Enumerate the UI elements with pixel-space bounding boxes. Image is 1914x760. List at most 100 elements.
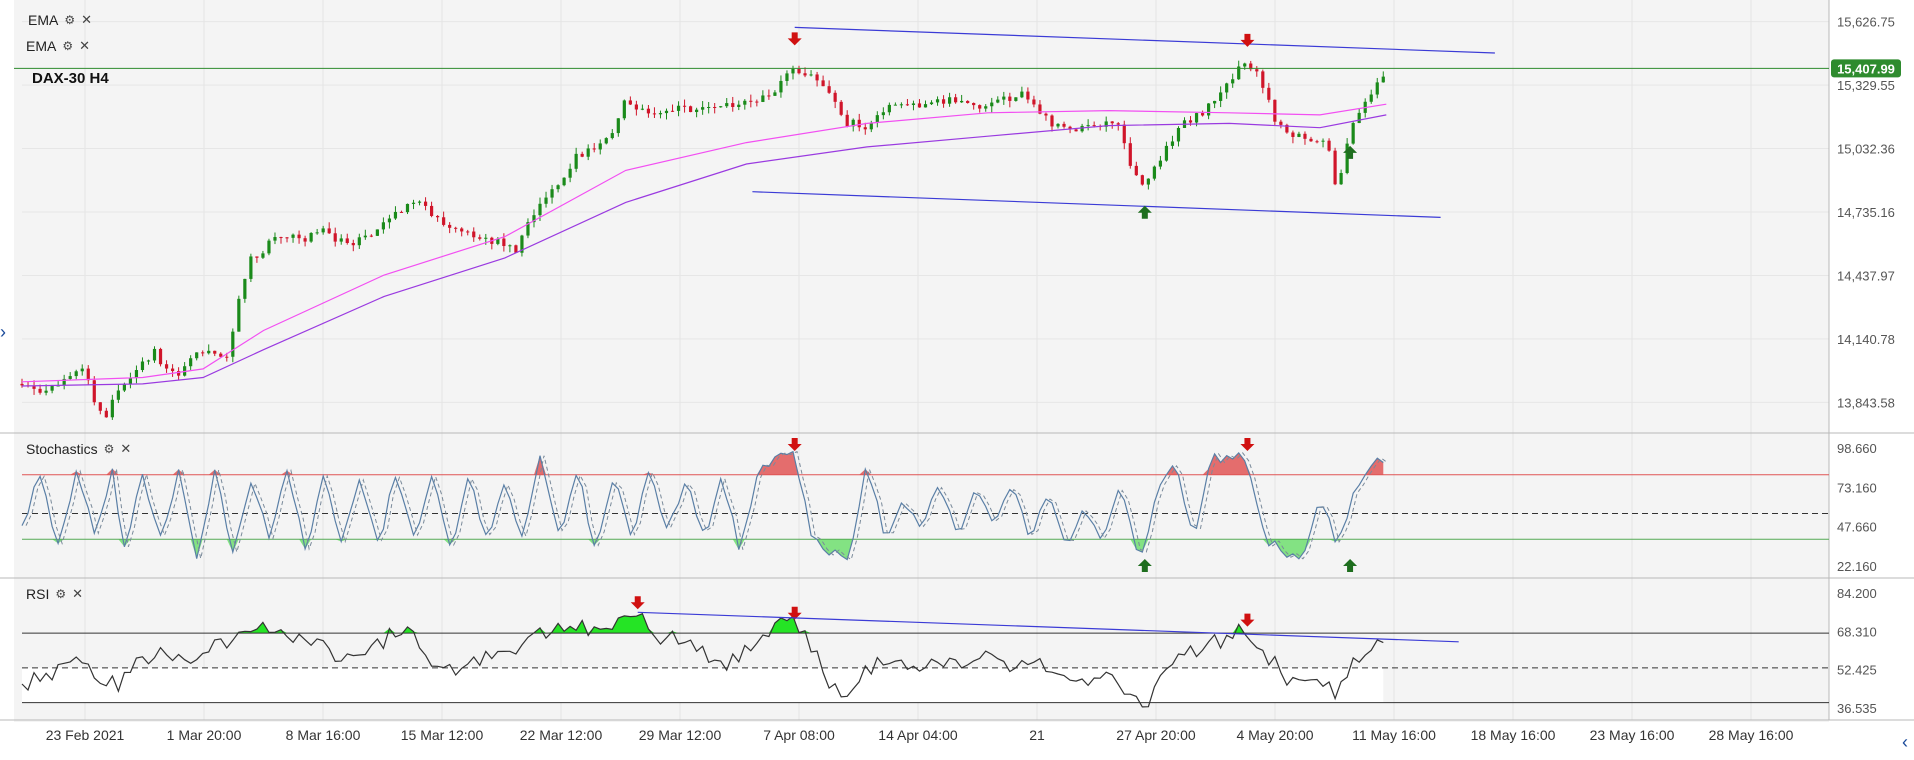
candle-body — [1231, 79, 1235, 84]
candle-body — [875, 115, 879, 124]
candle-body — [1219, 92, 1223, 101]
candle-body — [905, 104, 910, 106]
candle-body — [363, 235, 367, 238]
candle-body — [315, 232, 319, 234]
candle-body — [1008, 96, 1012, 101]
candle-body — [791, 68, 795, 74]
candle-body — [146, 360, 151, 362]
candle-body — [1044, 113, 1048, 116]
candle-body — [201, 352, 205, 354]
candle-body — [761, 95, 765, 102]
candle-body — [1273, 99, 1277, 122]
candle-body — [309, 232, 313, 242]
candle-body — [887, 104, 891, 113]
chevron-left-icon[interactable]: ‹ — [1902, 732, 1908, 752]
stoch-line — [21, 450, 1384, 561]
legend-ema-2: EMA ⚙ ✕ — [26, 38, 90, 54]
candle-body — [658, 113, 663, 115]
x-tick-label: 11 May 16:00 — [1352, 727, 1436, 743]
candle-body — [116, 390, 120, 400]
candle-body — [520, 235, 524, 253]
candle-body — [1164, 145, 1169, 161]
candle-body — [622, 100, 626, 119]
gear-icon[interactable]: ⚙ — [64, 13, 76, 27]
candle-body — [1014, 97, 1018, 101]
candle-body — [1080, 125, 1084, 132]
candle-body — [707, 106, 711, 108]
x-tick-label: 1 Mar 20:00 — [167, 727, 242, 743]
candle-body — [935, 99, 940, 103]
candle-body — [610, 133, 614, 139]
x-tick-label: 4 May 20:00 — [1236, 727, 1313, 743]
candle-body — [568, 168, 572, 178]
candle-body — [1249, 63, 1253, 70]
candle-body — [755, 101, 759, 103]
legend-label: RSI — [26, 586, 50, 602]
candle-body — [984, 106, 988, 109]
candle-body — [797, 68, 801, 74]
chevron-right-icon[interactable]: › — [0, 322, 6, 342]
y-tick-label: 98.660 — [1837, 441, 1877, 456]
close-icon[interactable]: ✕ — [72, 586, 84, 601]
close-icon[interactable]: ✕ — [120, 441, 132, 456]
candle-body — [1158, 160, 1163, 167]
candle-body — [1206, 103, 1211, 116]
candle-body — [1116, 123, 1120, 125]
y-tick-label: 68.310 — [1837, 624, 1877, 639]
candle-body — [996, 99, 1000, 103]
candle-body — [682, 105, 687, 107]
signal-arrow-up — [1137, 559, 1152, 572]
candle-body — [429, 205, 434, 216]
candle-body — [303, 238, 307, 242]
gear-icon[interactable]: ⚙ — [103, 442, 115, 456]
candle-body — [604, 138, 608, 144]
candle-body — [496, 238, 500, 244]
candle-body — [44, 390, 48, 393]
last-price-tag — [1831, 59, 1901, 78]
candle-body — [1152, 166, 1156, 179]
candle-body — [1062, 123, 1066, 127]
y-tick-label: 15,032.36 — [1837, 142, 1895, 157]
candle-body — [1092, 125, 1096, 127]
candle-body — [899, 104, 904, 106]
candle-body — [1351, 123, 1355, 144]
candle-body — [333, 233, 337, 242]
close-icon[interactable]: ✕ — [79, 38, 91, 53]
candle-body — [966, 100, 970, 104]
signal-arrow-up — [1343, 145, 1358, 159]
candle-body — [387, 218, 392, 223]
candle-body — [279, 237, 283, 239]
y-tick-label: 15,626.75 — [1837, 15, 1895, 30]
signal-arrow-up — [1137, 205, 1152, 219]
candle-body — [640, 108, 645, 110]
rsi-trendline — [637, 611, 1459, 643]
candle-body — [779, 80, 783, 93]
gear-icon[interactable]: ⚙ — [62, 39, 74, 53]
candle-body — [98, 402, 102, 411]
signal-arrow-down — [1240, 613, 1255, 627]
candle-body — [393, 211, 398, 219]
candle-body — [556, 185, 560, 190]
candle-body — [454, 227, 458, 229]
legend-label: EMA — [28, 12, 59, 28]
candle-body — [990, 102, 994, 107]
candle-body — [1381, 76, 1385, 83]
candle-body — [189, 358, 193, 367]
candle-body — [1020, 91, 1024, 98]
candle-body — [821, 80, 825, 87]
candle-body — [1225, 83, 1229, 93]
candle-body — [719, 106, 723, 108]
candle-body — [213, 350, 217, 354]
candle-body — [50, 385, 54, 391]
candle-body — [586, 148, 590, 157]
candle-body — [773, 92, 777, 96]
gear-icon[interactable]: ⚙ — [55, 587, 67, 601]
close-icon[interactable]: ✕ — [81, 12, 93, 27]
candle-body — [1243, 63, 1247, 67]
candle-body — [1068, 126, 1072, 130]
symbol-title: DAX-30 H4 — [32, 70, 109, 87]
candle-body — [273, 237, 277, 241]
candle-body — [1315, 141, 1319, 143]
candle-body — [833, 92, 837, 102]
